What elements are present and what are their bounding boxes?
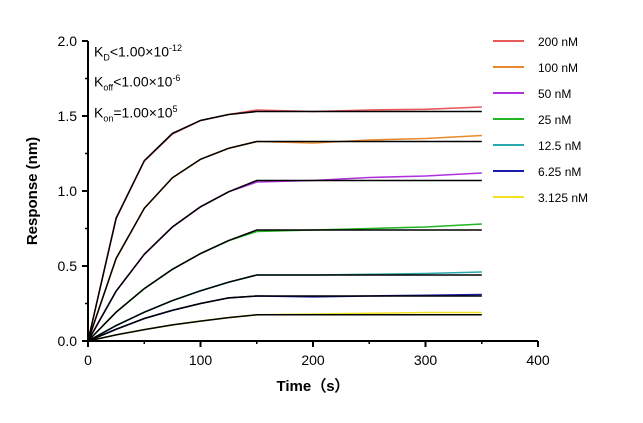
x-axis-label: Time（s） — [276, 377, 349, 395]
series-line-100-nM — [87, 134, 482, 342]
y-tick-label: 0.5 — [58, 258, 78, 274]
y-tick-label: 2.0 — [58, 33, 78, 49]
series-line-12.5-nM — [87, 271, 482, 342]
series-line-3.125-nM — [87, 311, 482, 342]
koff-annotation: Koff<1.00×10-6 — [94, 73, 181, 93]
kon-annotation: Kon=1.00×105 — [94, 103, 178, 124]
legend-label: 12.5 nM — [538, 139, 581, 153]
series-line-25-nM — [87, 223, 482, 342]
x-tick-label: 200 — [301, 352, 325, 368]
fit-line-25-nM — [87, 229, 482, 342]
legend-label: 6.25 nM — [538, 165, 581, 179]
kd-annotation: KD<1.00×10-12 — [94, 43, 183, 63]
legend-label: 200 nM — [538, 35, 578, 49]
fit-line-3.125-nM — [87, 314, 482, 342]
fit-line-200-nM — [87, 110, 482, 342]
fit-line-12.5-nM — [87, 274, 482, 342]
legend-label: 3.125 nM — [538, 191, 588, 205]
x-tick-label: 0 — [84, 352, 92, 368]
fit-line-50-nM — [87, 179, 482, 342]
legend: 200 nM 100 nM 50 nM 25 nM 12.5 nM 6.25 nM 3.12… — [493, 35, 588, 205]
fit-line-100-nM — [87, 140, 482, 342]
x-tick-label: 100 — [189, 352, 213, 368]
y-tick-label: 0.0 — [58, 333, 78, 349]
y-tick-label: 1.0 — [58, 183, 78, 199]
y-tick-label: 1.5 — [58, 108, 78, 124]
y-axis-label: Response (nm) — [24, 137, 41, 245]
kinetic-constants: KD<1.00×10-12 Koff<1.00×10-6 Kon=1.00×10… — [94, 38, 182, 129]
legend-label: 100 nM — [538, 61, 578, 75]
fit-line-6.25-nM — [87, 295, 482, 342]
legend-label: 25 nM — [538, 113, 571, 127]
x-tick-label: 300 — [414, 352, 438, 368]
plot-area — [87, 106, 482, 342]
series-line-50-nM — [87, 172, 482, 342]
x-tick-label: 400 — [526, 352, 550, 368]
legend-label: 50 nM — [538, 87, 571, 101]
axes: 0 100 200 300 400 0.0 0.5 1.0 1.5 2.0 — [58, 33, 550, 368]
